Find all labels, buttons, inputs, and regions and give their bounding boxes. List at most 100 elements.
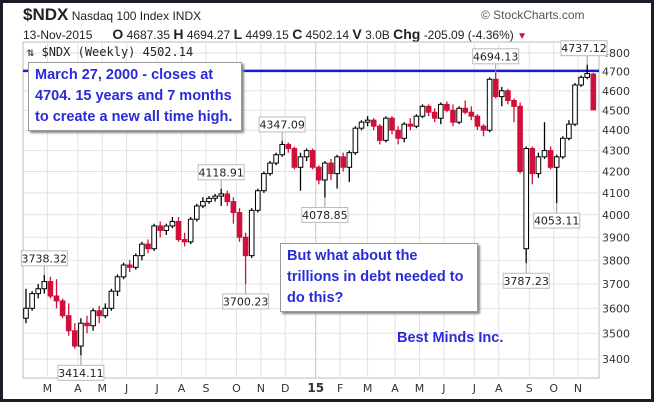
value-label: 4347.09: [259, 118, 305, 131]
copyright: © StockCharts.com: [481, 8, 585, 22]
chart-legend: ⇅ $NDX (Weekly) 4502.14: [27, 45, 193, 59]
candle-body: [151, 225, 157, 250]
candle-body: [486, 78, 493, 131]
candle-body: [102, 307, 109, 317]
value-label-box: [301, 206, 349, 223]
candle-body: [29, 293, 35, 309]
x-tick-label: M: [43, 382, 53, 395]
candle-body: [535, 156, 542, 175]
candle-body: [322, 162, 328, 181]
x-tick-label: N: [574, 382, 582, 395]
x-tick-label: J: [472, 382, 476, 395]
candle-body: [450, 109, 456, 123]
candle-body: [267, 162, 273, 175]
y-tick-label: 3900: [602, 231, 630, 244]
candle-body: [84, 322, 90, 327]
candle-body: [480, 125, 487, 131]
x-tick-label: F: [337, 382, 343, 395]
open-label: O: [112, 26, 124, 42]
x-tick-label: J: [155, 382, 159, 395]
candle-body: [242, 236, 249, 257]
y-tick-label: 4100: [602, 187, 630, 200]
change-label: Chg: [393, 26, 421, 42]
candles: [23, 64, 597, 356]
candle-body: [90, 310, 96, 327]
candle-body: [65, 315, 72, 332]
high-label: H: [173, 26, 184, 42]
y-tick-label: 3600: [602, 302, 630, 315]
y-tick-label: 4800: [602, 47, 630, 60]
x-tick-label: O: [549, 382, 558, 395]
close-label: C: [292, 26, 303, 42]
candle-body: [297, 156, 304, 168]
value-label: 3738.32: [22, 252, 68, 265]
candle-body: [383, 117, 389, 141]
candle-body: [334, 156, 340, 175]
candle-body: [328, 162, 334, 175]
candle-body: [401, 123, 407, 139]
value-label: 3700.23: [223, 295, 269, 308]
change-value: -205.09 (-4.36%): [423, 28, 514, 42]
value-label-box: [20, 250, 68, 267]
candle-body: [255, 190, 261, 211]
candle-body: [553, 156, 560, 168]
candle-body: [316, 166, 322, 181]
candle-body: [181, 239, 188, 243]
candle-body: [224, 193, 231, 203]
candle-body: [200, 201, 206, 207]
quote-date: 13-Nov-2015: [23, 28, 93, 42]
candle-body: [492, 78, 499, 98]
axes: 3400 3500 3600 3700 3800 3900 4000 4100 4200 4300…: [43, 47, 630, 395]
value-label-box: [502, 272, 550, 289]
y-tick-label: 4500: [602, 104, 630, 117]
candle-body: [194, 205, 200, 220]
candle-body: [206, 197, 212, 203]
candle-body: [572, 84, 578, 125]
x-tick-label: M: [98, 382, 108, 395]
candle-body: [279, 143, 285, 156]
candle-body: [114, 276, 121, 292]
candle-body: [377, 125, 383, 141]
candle-body: [340, 156, 346, 168]
volume-label: V: [352, 26, 362, 42]
open-value: 4687.35: [126, 28, 171, 42]
x-tick-label: J: [124, 382, 128, 395]
title-row: $NDX Nasdaq 100 Index INDX: [23, 5, 201, 25]
x-tick-label: 15: [307, 381, 324, 395]
candle-body: [157, 225, 163, 231]
y-tick-label: 3800: [602, 254, 630, 267]
candle-body: [53, 295, 60, 302]
x-tick-label: J: [441, 382, 445, 395]
candle-body: [358, 121, 365, 129]
value-label-box: [222, 293, 270, 310]
x-tick-label: D: [281, 382, 289, 395]
value-label: 3787.23: [503, 275, 549, 288]
value-label-box: [472, 48, 520, 65]
high-value: 4694.27: [186, 28, 231, 42]
quote-row: 13-Nov-2015 O 4687.35 H 4694.27 L 4499.1…: [23, 26, 527, 42]
candle-body: [59, 300, 66, 317]
value-label-box: [258, 116, 306, 133]
x-tick-label: N: [257, 382, 265, 395]
candle-body: [395, 129, 401, 139]
legend-text: $NDX (Weekly) 4502.14: [41, 45, 194, 59]
candle-body: [547, 150, 554, 168]
candle-body: [425, 105, 432, 113]
candle-body: [352, 127, 359, 154]
candle-body: [41, 281, 48, 290]
candle-body: [523, 148, 530, 250]
candle-body: [309, 150, 316, 168]
low-label: L: [233, 26, 243, 42]
candle-body: [419, 105, 426, 117]
value-label-box: [560, 40, 608, 57]
candle-body: [273, 154, 279, 164]
candle-body: [590, 73, 597, 111]
exchange: INDX: [172, 9, 202, 23]
candle-body: [23, 307, 29, 319]
candle-body: [291, 148, 298, 168]
symbol: $NDX: [23, 5, 69, 24]
value-label: 3414.11: [58, 367, 104, 380]
y-tick-label: 4600: [602, 85, 630, 98]
candle-body: [364, 119, 371, 123]
